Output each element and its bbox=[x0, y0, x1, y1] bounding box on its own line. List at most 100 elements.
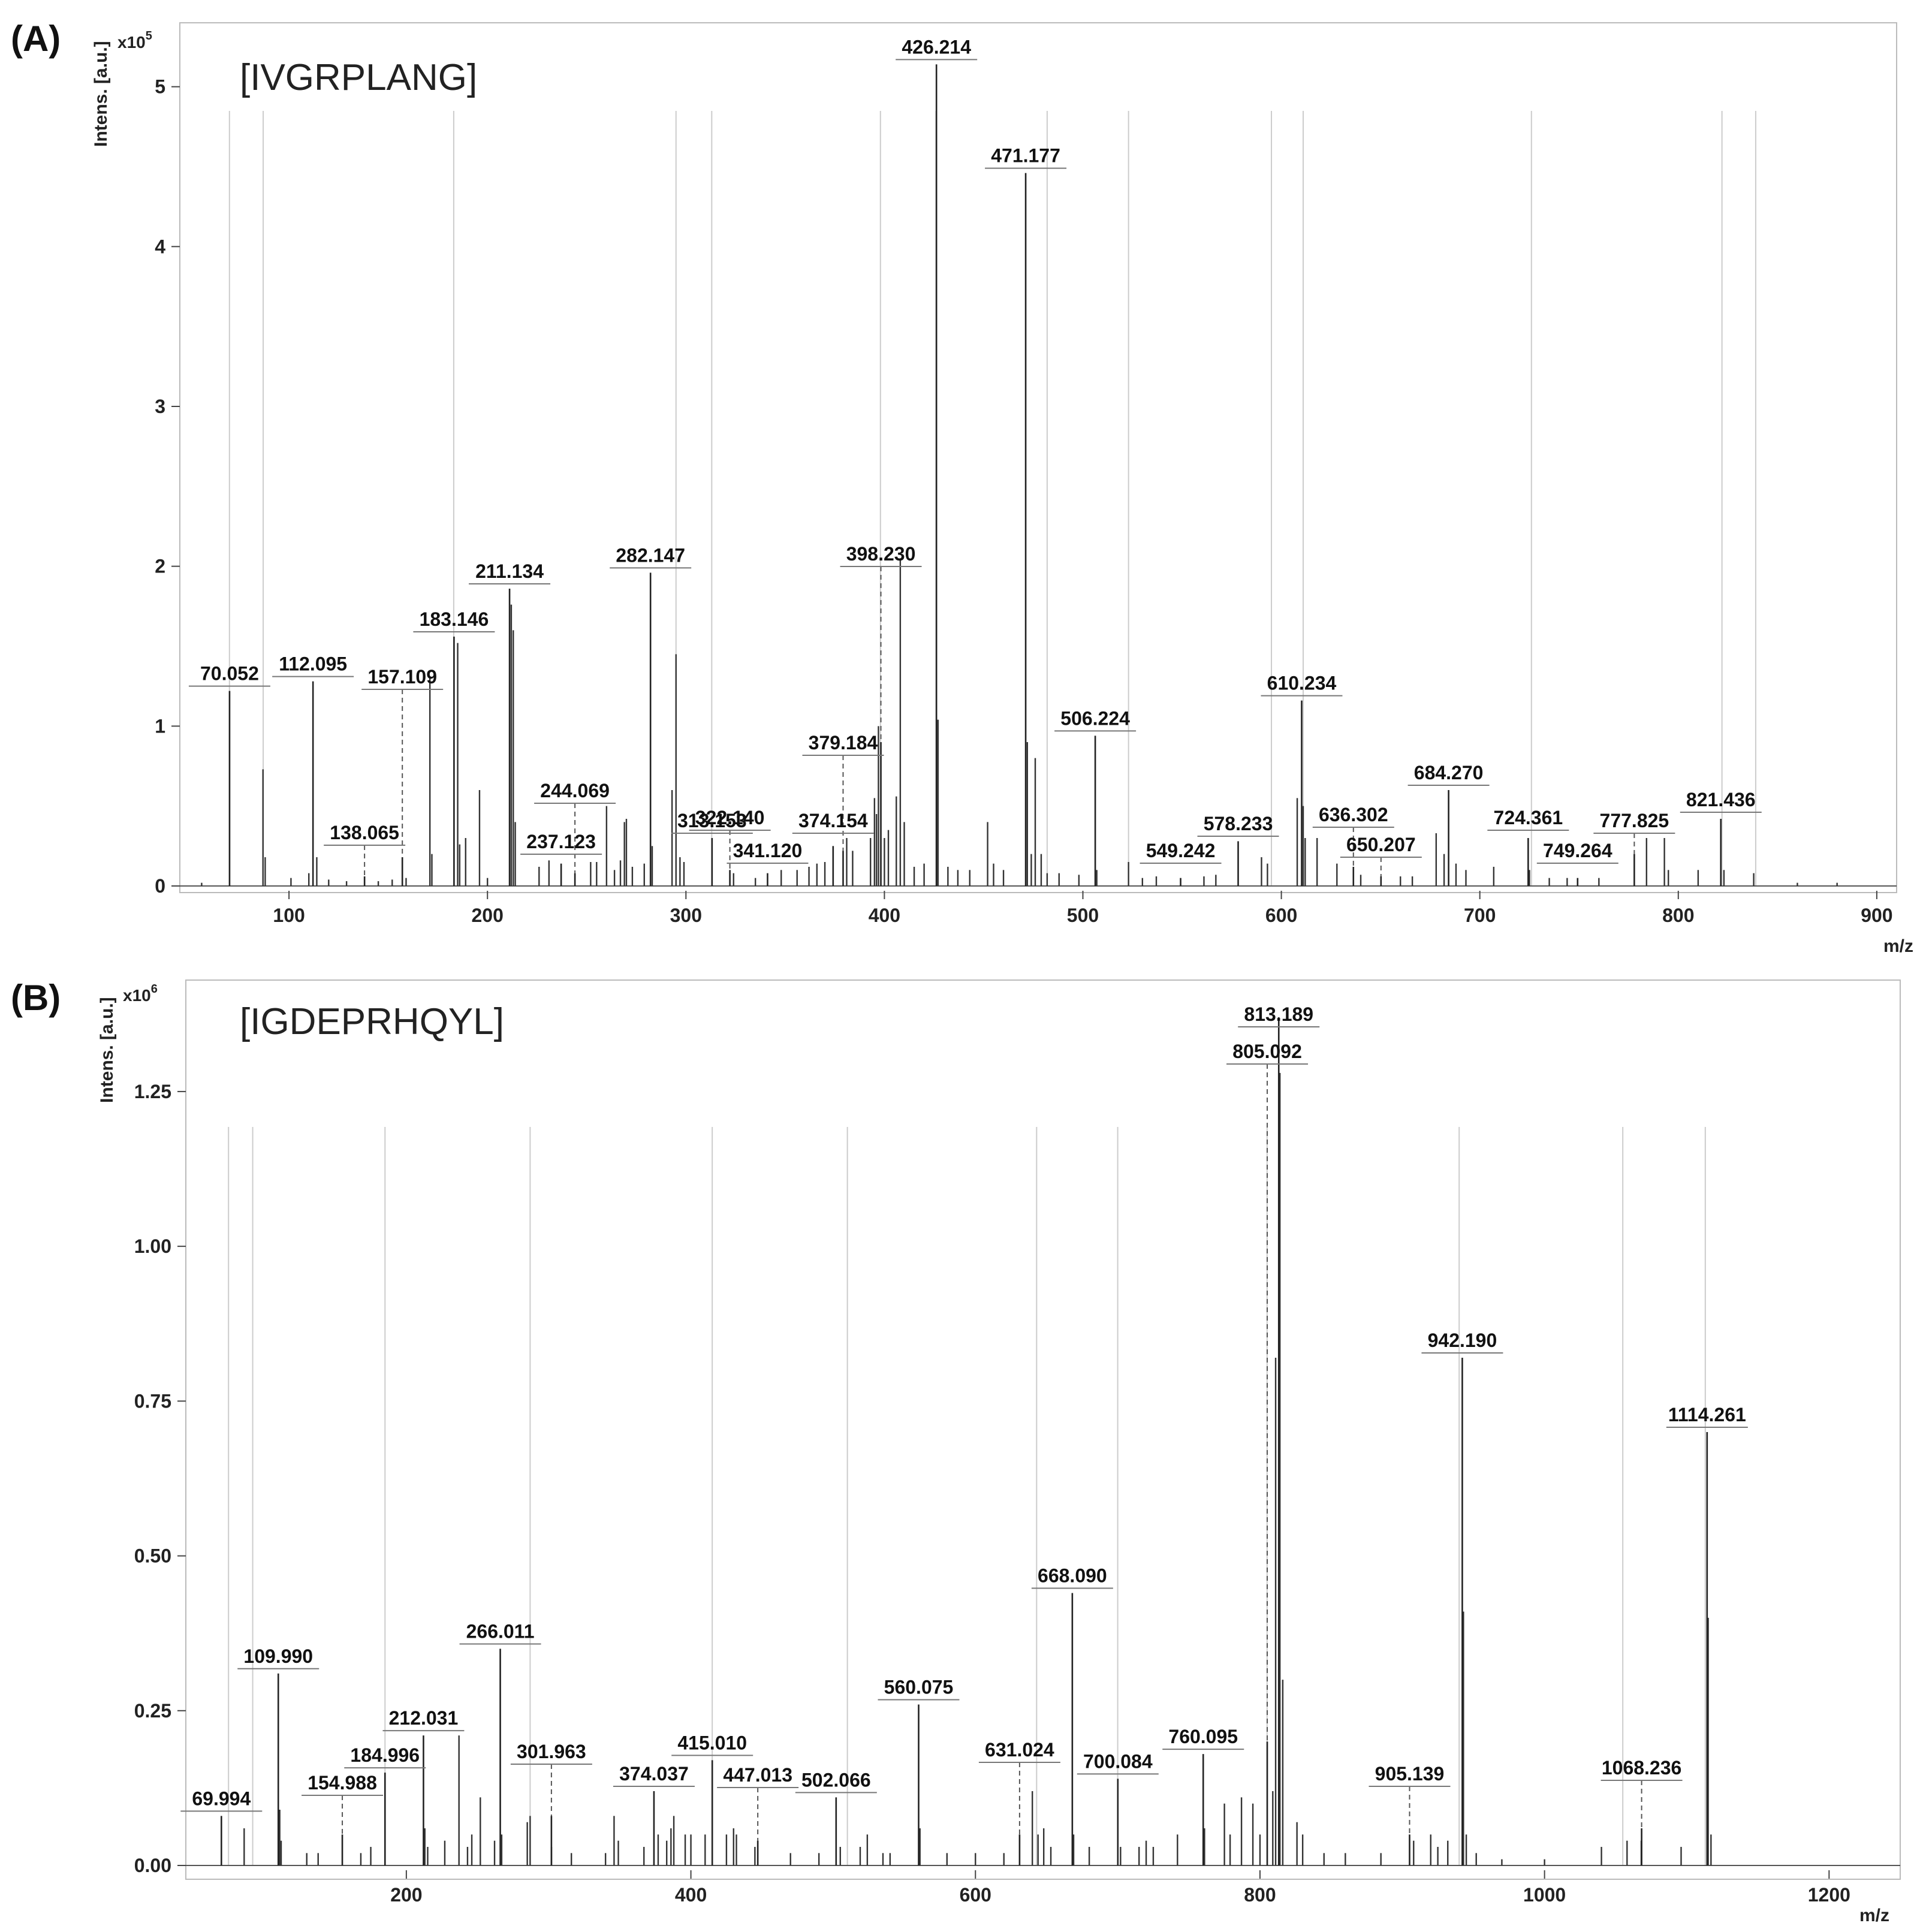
plot-frame-a bbox=[179, 22, 1897, 893]
axis-ticks-a: 100 200 300 400 500 600 700 800 900 0 1 2 3 4 5 bbox=[155, 76, 1892, 926]
x-tick-label: 600 bbox=[960, 1884, 991, 1906]
peak-label: 560.075 bbox=[884, 1676, 954, 1698]
x-axis-label-a: m/z bbox=[1883, 936, 1913, 956]
peak-label: 724.361 bbox=[1494, 807, 1563, 828]
x-tick-label: 400 bbox=[869, 905, 900, 926]
peak-label: 668.090 bbox=[1038, 1565, 1107, 1587]
peak-label: 301.963 bbox=[517, 1741, 586, 1762]
peak-labels-b: 69.994 109.990 154.988 184.996 212.031 266.01… bbox=[180, 1003, 1748, 1812]
peak-label: 69.994 bbox=[192, 1788, 251, 1809]
peak-label: 313.153 bbox=[677, 810, 747, 831]
x-tick-label: 1200 bbox=[1808, 1884, 1850, 1906]
x-tick-label: 100 bbox=[273, 905, 305, 926]
peak-label: 183.146 bbox=[420, 608, 489, 630]
peak-label: 322.140 bbox=[695, 807, 765, 828]
peak-label: 157.109 bbox=[367, 666, 437, 688]
y-multiplier-b: x106 bbox=[123, 982, 158, 1005]
y-tick-label: 0.75 bbox=[134, 1390, 171, 1412]
y-tick-label: 1.25 bbox=[134, 1081, 171, 1102]
x-tick-label: 200 bbox=[390, 1884, 422, 1906]
label-leaders-a bbox=[364, 566, 1635, 876]
y-axis-label-b: Intens. [a.u.] bbox=[97, 997, 117, 1103]
x-tick-label: 800 bbox=[1244, 1884, 1276, 1906]
spectrum-panel-a: (A) [IVGRPLANG] Intens. [a.u.] x105 m/z … bbox=[0, 0, 1914, 959]
plot-frame-b bbox=[185, 979, 1901, 1880]
y-multiplier-base-a: x10 bbox=[117, 33, 146, 52]
peptide-sequence-b: [IGDEPRHQYL] bbox=[240, 1001, 504, 1042]
peak-label: 282.147 bbox=[616, 544, 685, 566]
panel-label-a: (A) bbox=[11, 19, 61, 59]
peak-label: 1114.261 bbox=[1668, 1404, 1746, 1425]
x-tick-label: 500 bbox=[1067, 905, 1099, 926]
peak-label: 374.154 bbox=[798, 810, 868, 831]
peak-label: 398.230 bbox=[846, 543, 916, 565]
peak-label: 942.190 bbox=[1428, 1330, 1497, 1351]
y-tick-label: 0 bbox=[155, 875, 165, 897]
y-multiplier-a: x105 bbox=[117, 29, 152, 52]
y-tick-label: 0.00 bbox=[134, 1855, 171, 1876]
peak-label: 749.264 bbox=[1543, 840, 1612, 861]
peak-label: 212.031 bbox=[389, 1707, 459, 1729]
peak-label: 631.024 bbox=[985, 1739, 1054, 1761]
y-tick-label: 5 bbox=[155, 76, 165, 98]
peak-label: 502.066 bbox=[801, 1769, 871, 1791]
peak-label: 684.270 bbox=[1414, 762, 1484, 783]
peak-label: 805.092 bbox=[1232, 1041, 1302, 1062]
x-axis-label-b: m/z bbox=[1859, 1906, 1889, 1925]
peak-label: 244.069 bbox=[540, 780, 610, 801]
peak-label: 379.184 bbox=[809, 732, 878, 753]
peak-label: 447.013 bbox=[723, 1764, 792, 1786]
peak-label: 650.207 bbox=[1346, 834, 1416, 855]
peak-label: 636.302 bbox=[1319, 804, 1388, 825]
peak-label: 610.234 bbox=[1267, 673, 1337, 694]
axis-ticks-b: 200 400 600 800 1000 1200 0.00 0.25 0.50 0.75 1.00… bbox=[134, 1081, 1850, 1906]
y-multiplier-exp-a: 5 bbox=[146, 29, 152, 43]
y-tick-label: 0.50 bbox=[134, 1545, 171, 1567]
x-tick-label: 700 bbox=[1464, 905, 1496, 926]
peak-label: 506.224 bbox=[1060, 707, 1130, 729]
x-tick-label: 200 bbox=[472, 905, 504, 926]
peak-label: 211.134 bbox=[475, 560, 544, 582]
y-axis-label-a: Intens. [a.u.] bbox=[91, 41, 111, 147]
peak-labels-a: 70.052 112.095 157.109 138.065 183.146 211.13… bbox=[188, 36, 1762, 864]
y-tick-label: 4 bbox=[155, 236, 165, 257]
y-tick-label: 1.00 bbox=[134, 1235, 171, 1257]
y-multiplier-exp-b: 6 bbox=[151, 982, 158, 996]
peaks-a bbox=[201, 64, 1838, 886]
y-tick-label: 3 bbox=[155, 396, 165, 417]
spectrum-chart-b: (B) [IGDEPRHQYL] Intens. [a.u.] x106 m/z… bbox=[11, 978, 1901, 1925]
x-tick-label: 1000 bbox=[1523, 1884, 1566, 1906]
peak-label: 237.123 bbox=[526, 831, 596, 852]
peak-label: 578.233 bbox=[1204, 813, 1273, 834]
y-tick-label: 0.25 bbox=[134, 1700, 171, 1722]
x-tick-label: 400 bbox=[675, 1884, 707, 1906]
peak-label: 813.189 bbox=[1244, 1003, 1313, 1025]
spectrum-panel-b: (B) [IGDEPRHQYL] Intens. [a.u.] x106 m/z… bbox=[0, 959, 1914, 1932]
y-tick-label: 1 bbox=[155, 715, 165, 737]
peak-label: 138.065 bbox=[330, 822, 399, 843]
peak-label: 426.214 bbox=[902, 36, 971, 58]
peak-label: 471.177 bbox=[991, 145, 1060, 167]
x-tick-label: 800 bbox=[1662, 905, 1694, 926]
reference-lines-b bbox=[228, 1127, 1706, 1865]
peak-label: 341.120 bbox=[733, 840, 803, 861]
peak-label: 154.988 bbox=[308, 1772, 377, 1794]
y-multiplier-base-b: x10 bbox=[123, 986, 151, 1005]
x-tick-label: 600 bbox=[1265, 905, 1297, 926]
peak-label: 700.084 bbox=[1083, 1750, 1153, 1772]
peak-label: 905.139 bbox=[1375, 1763, 1445, 1785]
peak-label: 184.996 bbox=[350, 1744, 420, 1766]
panel-label-b: (B) bbox=[11, 978, 61, 1018]
peak-label: 760.095 bbox=[1168, 1726, 1238, 1747]
peak-label: 112.095 bbox=[279, 653, 347, 675]
peak-label: 374.037 bbox=[619, 1763, 689, 1785]
peak-label: 70.052 bbox=[200, 663, 259, 685]
peak-label: 1068.236 bbox=[1602, 1757, 1681, 1779]
y-tick-label: 2 bbox=[155, 556, 165, 577]
peak-label: 549.242 bbox=[1146, 840, 1216, 861]
peptide-sequence-a: [IVGRPLANG] bbox=[240, 57, 477, 98]
label-leaders-b bbox=[342, 1064, 1642, 1841]
peak-label: 109.990 bbox=[243, 1645, 313, 1667]
peak-label: 415.010 bbox=[677, 1732, 747, 1753]
peak-label: 821.436 bbox=[1686, 789, 1756, 810]
